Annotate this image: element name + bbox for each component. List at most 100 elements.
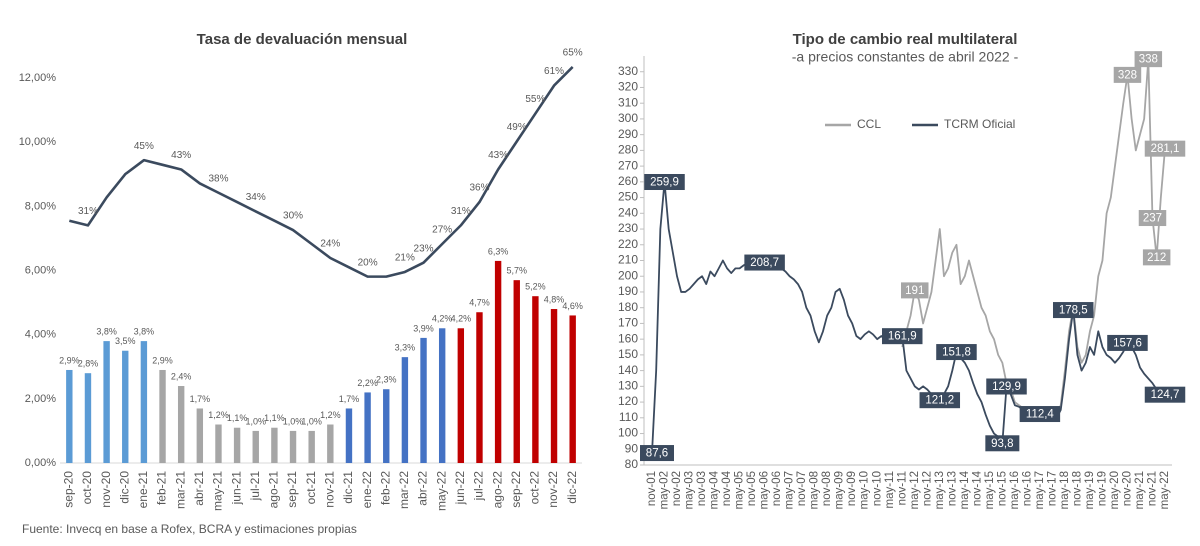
bar-label: 1,2% [208,410,229,420]
bar-label: 1,0% [301,416,322,426]
point-label: 93,8 [991,438,1013,450]
x-tick-label: nov-18 [1071,471,1083,506]
label-box [1107,334,1148,351]
y-tick-label: 90 [625,441,639,455]
line-label: 24% [320,239,340,250]
line-label: 55% [525,94,545,105]
bar [569,315,576,463]
x-tick-label: may-22 [1159,471,1171,509]
x-tick-label: dic-20 [117,471,131,504]
bar-label: 4,2% [451,314,472,324]
bar [289,430,297,463]
x-tick-label: may-06 [759,471,771,509]
y-tick-label: 2,00% [25,393,56,405]
y-tick-label: 140 [618,363,638,377]
bar-label: 1,2% [320,410,341,420]
line-label: 38% [208,173,228,184]
y-tick-label: 270 [618,158,638,172]
x-tick-label: nov-08 [821,471,833,506]
line-label: 30% [283,211,303,222]
bar-label: 5,2% [525,282,546,292]
x-tick-label: nov-20 [99,471,113,508]
line [901,58,1166,419]
bar [196,408,204,463]
x-tick-label: may-10 [859,471,871,509]
label-box [1144,140,1186,157]
label-box [1144,386,1186,403]
x-tick-label: nov-01 [646,471,658,506]
y-tick-label: 80 [625,457,639,471]
label-box [919,392,961,409]
bar [215,424,222,463]
x-tick-label: may-09 [834,471,846,509]
y-tick-label: 150 [618,347,638,361]
bar [345,408,353,463]
line-label: 21% [395,253,415,264]
y-tick-label: 0,00% [25,457,56,469]
bar-label: 4,2% [432,314,453,324]
y-tick-label: 6,00% [25,264,56,276]
y-tick-label: 130 [618,379,638,393]
y-tick-label: 250 [618,190,638,204]
chart-subtitle: -a precios constantes de abril 2022 - [792,49,1019,65]
x-tick-label: may-03 [684,471,696,509]
bar-label: 4,6% [562,301,583,311]
x-tick-label: nov-17 [1046,471,1058,506]
x-tick-label: jul-22 [472,471,486,502]
point-label: 338 [1139,54,1158,66]
bar [420,337,427,463]
point-label: 212 [1147,252,1166,264]
point-label: 281,1 [1151,143,1180,155]
bar-label: 2,4% [171,371,192,381]
label-box [1052,302,1094,319]
line-label: 65% [563,48,583,59]
point-label: 178,5 [1059,305,1088,317]
bar [271,427,278,463]
x-tick-label: jun-21 [229,471,243,506]
x-tick-label: nov-07 [796,471,808,506]
y-tick-label: 4,00% [25,329,56,341]
x-tick-label: nov-03 [696,471,708,506]
line [651,181,1166,454]
label-box [901,282,929,299]
line [69,66,574,278]
x-tick-label: may-07 [784,471,796,509]
x-tick-label: nov-21 [322,471,336,508]
x-tick-label: nov-04 [721,470,733,506]
bar-label: 2,8% [78,359,99,369]
bar [364,392,371,463]
bar-label: 1,7% [190,394,211,404]
bar [233,427,241,463]
x-tick-label: nov-12 [921,471,933,506]
y-tick-label: 240 [618,205,638,219]
y-tick-label: 300 [618,111,638,125]
y-tick-label: 12,00% [19,72,57,84]
chart-title: Tasa de devaluación mensual [197,31,408,48]
x-tick-label: ago-22 [490,471,504,509]
y-tick-label: 290 [618,127,638,141]
x-tick-label: nov-02 [671,471,683,506]
x-tick-label: sep-21 [285,471,299,508]
point-label: 87,6 [646,448,668,460]
bar-label: 2,9% [152,355,173,365]
point-label: 121,2 [925,395,954,407]
x-tick-label: may-12 [909,471,921,509]
label-box [986,378,1027,395]
bar [122,350,129,463]
label-box [640,445,674,462]
x-tick-label: may-19 [1084,471,1096,509]
x-tick-label: sep-20 [61,471,75,508]
x-tick-label: may-16 [1009,471,1021,509]
label-box [1134,51,1163,68]
x-tick-label: abr-22 [416,471,430,506]
x-tick-label: may-18 [1059,471,1071,509]
bar-label: 3,8% [96,326,117,336]
x-tick-label: dic-21 [341,471,355,504]
bar-label: 2,2% [357,378,378,388]
bar-label: 1,0% [283,416,304,426]
x-tick-label: may-04 [709,470,721,509]
bar [308,430,315,463]
line-label: 45% [134,141,154,152]
x-tick-label: nov-05 [746,471,758,506]
label-box [744,254,785,271]
